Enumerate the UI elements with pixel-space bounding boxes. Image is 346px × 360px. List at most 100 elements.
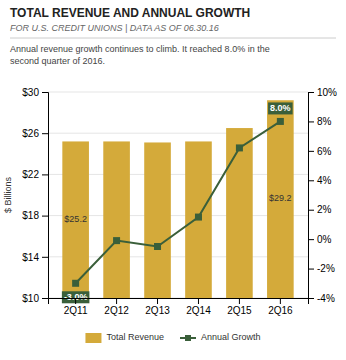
tick-mark xyxy=(308,92,314,93)
tick-mark xyxy=(308,151,314,152)
line-label-text: 8.0% xyxy=(270,103,291,113)
chart: TOTAL REVENUE AND ANNUAL GROWTH FOR U.S. … xyxy=(0,0,346,360)
marker xyxy=(277,118,284,125)
tick-mark xyxy=(308,121,314,122)
grid-line xyxy=(48,92,308,93)
tick-mark xyxy=(308,239,314,240)
description-line: Annual revenue growth continues to climb… xyxy=(10,44,270,54)
tick: $10 xyxy=(22,293,48,304)
tick: $14 xyxy=(22,251,48,262)
x-axis: 2Q11 2Q12 2Q13 2Q14 2Q15 2Q16 xyxy=(49,298,309,316)
tick-mark xyxy=(75,298,76,304)
line-label-box xyxy=(268,102,293,114)
tick: 2Q16 xyxy=(268,298,293,316)
tick-label: 2Q15 xyxy=(227,305,252,316)
tick-label: $18 xyxy=(22,210,39,221)
bar-series xyxy=(62,100,293,298)
tick: 2Q11 xyxy=(64,298,88,316)
tick-mark xyxy=(308,210,314,211)
y-axis-title: $ Billions xyxy=(3,176,13,213)
tick-label: 2Q13 xyxy=(145,305,170,316)
tick-mark xyxy=(116,298,117,304)
legend-marker xyxy=(185,335,191,341)
subtitle: FOR U.S. CREDIT UNIONS | DATA AS OF 06.3… xyxy=(10,23,219,33)
marker xyxy=(113,237,120,244)
tick-label: 2Q14 xyxy=(186,305,211,316)
tick-label: -2% xyxy=(317,263,335,274)
line xyxy=(76,121,281,283)
line-label-box xyxy=(62,291,90,303)
tick-mark xyxy=(42,257,48,258)
tick-mark xyxy=(42,216,48,217)
line-label: -3.0% xyxy=(62,291,90,303)
bar xyxy=(103,141,130,298)
description: Annual revenue growth continues to climb… xyxy=(10,44,270,66)
bar xyxy=(144,142,171,298)
tick-mark xyxy=(308,269,314,270)
tick-label: 4% xyxy=(317,175,332,186)
bar-label: $29.2 xyxy=(269,193,292,203)
tick: 6% xyxy=(308,146,332,157)
axis-domain xyxy=(42,93,49,299)
tick-label: 8% xyxy=(317,116,332,127)
line-label: 8.0% xyxy=(268,102,293,114)
tick: $22 xyxy=(22,169,48,180)
tick-label: 10% xyxy=(317,87,337,98)
tick: 0% xyxy=(308,234,332,245)
tick: 8% xyxy=(308,116,332,127)
tick: $30 xyxy=(22,87,48,98)
marker xyxy=(154,243,161,250)
marker xyxy=(236,144,243,151)
tick-label: $10 xyxy=(22,293,39,304)
legend-swatch xyxy=(85,333,101,343)
tick-mark xyxy=(198,298,199,304)
legend-item: Annual Growth xyxy=(180,332,261,342)
legend: Total Revenue Annual Growth xyxy=(85,332,260,343)
tick-mark xyxy=(42,133,48,134)
plot-marks xyxy=(62,100,293,298)
tick: -2% xyxy=(308,263,335,274)
tick-label: $30 xyxy=(22,87,39,98)
tick: 2Q14 xyxy=(186,298,211,316)
y2-axis: -4% -2% 0% 2% 4% 6% 8% 10% xyxy=(308,87,337,304)
tick-mark xyxy=(239,298,240,304)
tick-label: $14 xyxy=(22,251,39,262)
tick-label: 2Q12 xyxy=(104,305,129,316)
legend-label: Annual Growth xyxy=(201,332,261,342)
tick-label: $22 xyxy=(22,169,39,180)
tick-mark xyxy=(42,92,48,93)
tick-label: 6% xyxy=(317,146,332,157)
tick-label: -4% xyxy=(317,293,335,304)
tick-mark xyxy=(157,298,158,304)
tick: 10% xyxy=(308,87,337,98)
tick: $18 xyxy=(22,210,48,221)
tick-label: $26 xyxy=(22,128,39,139)
marker xyxy=(72,280,79,287)
tick: -4% xyxy=(308,293,335,304)
description-line: second quarter of 2016. xyxy=(10,56,105,66)
tick: 4% xyxy=(308,175,332,186)
bar xyxy=(226,128,253,298)
marker xyxy=(195,214,202,221)
tick-mark xyxy=(280,298,281,304)
data-labels: $25.2 $29.2 -3.0% 8.0% xyxy=(62,102,293,303)
legend-label: Total Revenue xyxy=(106,332,164,342)
tick-label: 0% xyxy=(317,234,332,245)
tick: 2% xyxy=(308,204,332,215)
bar xyxy=(185,141,212,298)
bar-label: $25.2 xyxy=(64,214,87,224)
legend-item: Total Revenue xyxy=(85,332,164,343)
title: TOTAL REVENUE AND ANNUAL GROWTH xyxy=(10,6,250,20)
axis-domain xyxy=(309,93,315,299)
axis-domain xyxy=(49,299,309,305)
tick-mark xyxy=(42,298,48,299)
tick-label: 2Q16 xyxy=(268,305,293,316)
tick-mark xyxy=(42,174,48,175)
tick: 2Q13 xyxy=(145,298,170,316)
markers xyxy=(72,118,284,287)
tick-mark xyxy=(308,180,314,181)
tick: $26 xyxy=(22,128,48,139)
bar xyxy=(267,100,294,298)
y-axis: $10 $14 $18 $22 $26 $30 xyxy=(22,87,48,304)
tick-label: 2Q11 xyxy=(64,305,88,316)
